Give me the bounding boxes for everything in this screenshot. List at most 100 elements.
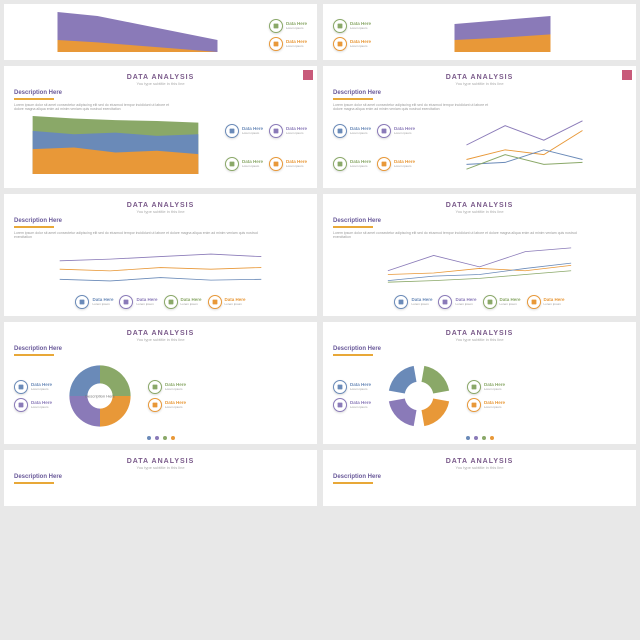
indicator-dot xyxy=(171,436,175,440)
legend-icon xyxy=(333,124,347,138)
legend-icon xyxy=(148,398,162,412)
legend-sublabel: Lorem ipsum xyxy=(484,405,505,409)
legend-icon xyxy=(225,157,239,171)
slide-r4c2: DATA ANALYSIS You type subtitle in this … xyxy=(323,322,636,444)
indicator-dots xyxy=(333,436,626,440)
slide-title: DATA ANALYSIS xyxy=(14,74,307,81)
legend-icon xyxy=(269,37,283,51)
slide-r3c1: DATA ANALYSIS You type subtitle in this … xyxy=(4,194,317,316)
underline xyxy=(333,226,373,228)
legend-sublabel: Lorem ipsum xyxy=(31,405,52,409)
legend-sublabel: Lorem ipsum xyxy=(286,26,307,30)
legend-item: Data HereLorem ipsum xyxy=(377,149,415,179)
legend-sublabel: Lorem ipsum xyxy=(350,164,371,168)
legend-item: Data HereLorem ipsum xyxy=(333,116,371,146)
legend-icon xyxy=(208,295,222,309)
slide-subtitle: You type subtitle in this line xyxy=(333,337,626,342)
line-chart xyxy=(14,244,307,286)
legend-icon xyxy=(269,157,283,171)
legend-sublabel: Lorem ipsum xyxy=(31,387,52,391)
legend-sublabel: Lorem ipsum xyxy=(394,164,415,168)
legend-icon xyxy=(225,124,239,138)
legend-sublabel: Lorem ipsum xyxy=(242,164,263,168)
slide-title: DATA ANALYSIS xyxy=(14,202,307,209)
legend-item: Data HereLorem ipsum xyxy=(527,295,565,309)
legend-icon xyxy=(164,295,178,309)
legend-item: Data HereLorem ipsum xyxy=(119,295,157,309)
legend-icon xyxy=(483,295,497,309)
legend-icon xyxy=(377,124,391,138)
legend-icon xyxy=(467,380,481,394)
line-chart xyxy=(423,116,626,174)
legend-item: Data HereLorem ipsum xyxy=(333,37,371,51)
slide-subtitle: You type subtitle in this line xyxy=(14,81,307,86)
slide-subtitle: You type subtitle in this line xyxy=(333,81,626,86)
legend-item: Data HereLorem ipsum xyxy=(467,380,505,394)
legend-item: Data HereLorem ipsum xyxy=(225,149,263,179)
legend-icon xyxy=(269,124,283,138)
indicator-dot xyxy=(490,436,494,440)
legend-icon xyxy=(438,295,452,309)
legend-item: Data HereLorem ipsum xyxy=(164,295,202,309)
underline xyxy=(333,354,373,356)
slide-r2c2: DATA ANALYSIS You type subtitle in this … xyxy=(323,66,636,188)
indicator-dot xyxy=(147,436,151,440)
legend-sublabel: Lorem ipsum xyxy=(92,302,113,306)
slide-r5c2: DATA ANALYSIS You type subtitle in this … xyxy=(323,450,636,506)
description-heading: Description Here xyxy=(333,346,626,352)
legend-sublabel: Lorem ipsum xyxy=(484,387,505,391)
description-heading: Description Here xyxy=(333,218,626,224)
slide-r3c2: DATA ANALYSIS You type subtitle in this … xyxy=(323,194,636,316)
legend-icon xyxy=(333,380,347,394)
legend-sublabel: Lorem ipsum xyxy=(350,131,371,135)
legend-item: Data HereLorem ipsum xyxy=(269,116,307,146)
legend-item: Data HereLorem ipsum xyxy=(333,149,371,179)
slide-subtitle: You type subtitle in this line xyxy=(14,209,307,214)
slide-r1c2: Data HereLorem ipsum Data HereLorem ipsum xyxy=(323,4,636,60)
legend-item: Data HereLorem ipsum xyxy=(483,295,521,309)
legend-sublabel: Lorem ipsum xyxy=(225,302,246,306)
legend-sublabel: Lorem ipsum xyxy=(350,26,371,30)
underline xyxy=(333,98,373,100)
legend-icon xyxy=(377,157,391,171)
legend-item: Data HereLorem ipsum xyxy=(333,380,371,394)
legend-icon xyxy=(148,380,162,394)
legend-sublabel: Lorem ipsum xyxy=(455,302,476,306)
legend-item: Data HereLorem ipsum xyxy=(148,398,186,412)
legend-sublabel: Lorem ipsum xyxy=(500,302,521,306)
indicator-dot xyxy=(466,436,470,440)
legend-item: Data HereLorem ipsum xyxy=(467,398,505,412)
legend-icon xyxy=(527,295,541,309)
legend-sublabel: Lorem ipsum xyxy=(544,302,565,306)
description-text: Lorem ipsum dolor sit amet consectetur a… xyxy=(333,231,593,240)
legend-icon xyxy=(14,398,28,412)
slide-title: DATA ANALYSIS xyxy=(333,202,626,209)
legend-sublabel: Lorem ipsum xyxy=(136,302,157,306)
slide-title: DATA ANALYSIS xyxy=(14,330,307,337)
description-text: Lorem ipsum dolor sit amet consectetur a… xyxy=(14,103,174,112)
legend-icon xyxy=(333,157,347,171)
indicator-dot xyxy=(155,436,159,440)
description-heading: Description Here xyxy=(14,346,307,352)
legend-icon xyxy=(333,398,347,412)
legend-item: Data HereLorem ipsum xyxy=(377,116,415,146)
legend-icon xyxy=(269,19,283,33)
legend-icon xyxy=(14,380,28,394)
line-chart xyxy=(333,244,626,286)
legend-icon xyxy=(394,295,408,309)
description-heading: Description Here xyxy=(14,90,307,96)
legend-item: Data HereLorem ipsum xyxy=(75,295,113,309)
donut-chart xyxy=(379,360,459,432)
slide-r1c1: Data HereLorem ipsumData HereLorem ipsum xyxy=(4,4,317,60)
legend-sublabel: Lorem ipsum xyxy=(350,405,371,409)
legend-item: Data HereLorem ipsum xyxy=(148,380,186,394)
underline xyxy=(14,98,54,100)
legend-sublabel: Lorem ipsum xyxy=(411,302,432,306)
legend-item: Data HereLorem ipsum xyxy=(333,19,371,33)
slide-subtitle: You type subtitle in this line xyxy=(14,465,307,470)
description-heading: Description Here xyxy=(333,474,626,480)
legend-item: Data HereLorem ipsum xyxy=(394,295,432,309)
legend-sublabel: Lorem ipsum xyxy=(350,387,371,391)
underline xyxy=(333,482,373,484)
description-heading: Description Here xyxy=(14,218,307,224)
